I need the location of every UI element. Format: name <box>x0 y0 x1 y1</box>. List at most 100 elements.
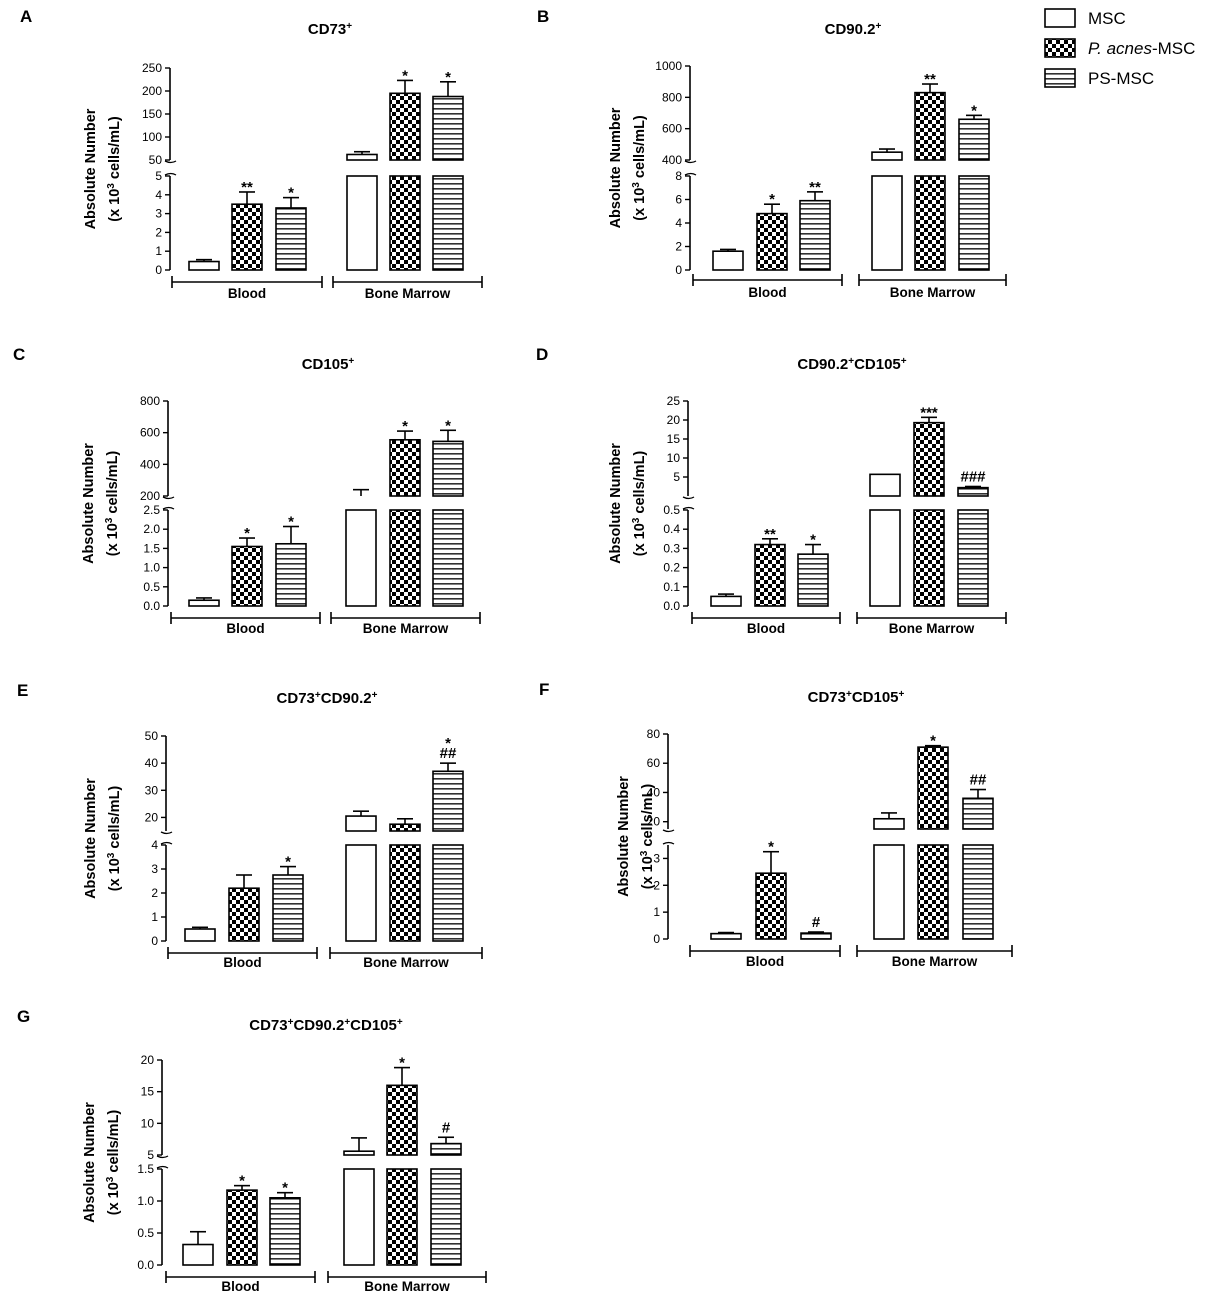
bar-lower-segment <box>346 175 378 271</box>
y-tick-label: 40 <box>647 785 661 799</box>
bar-lower-segment <box>389 509 421 607</box>
panel-title: CD73+CD105+ <box>808 689 905 707</box>
axis-break-mark <box>684 160 697 164</box>
y-tick-label: 20 <box>145 810 159 824</box>
panel-title: CD73+CD90.2+CD105+ <box>249 1017 403 1035</box>
y-tick-label: 80 <box>647 727 661 741</box>
y-tick-label: 5 <box>155 169 162 183</box>
bar <box>231 203 263 271</box>
significance-label: * <box>810 532 816 549</box>
panel-letter: B <box>537 7 549 26</box>
legend-label-ps: PS-MSC <box>1088 69 1154 88</box>
y-tick-label: 0.0 <box>663 599 680 613</box>
superscript: 3 <box>106 852 117 858</box>
text-part: (x 10 <box>106 1182 122 1215</box>
bar-lower-segment <box>432 844 464 942</box>
legend: MSC P. acnes-MSC PS-MSC <box>1044 8 1195 88</box>
text-part: CD90.2 <box>797 356 848 373</box>
y-tick-label: 15 <box>141 1085 155 1099</box>
panel-f: F CD73+CD105+Absolute Number (x 103 cells/… <box>539 680 1013 969</box>
y-tick-label: 10 <box>141 1116 155 1130</box>
bar <box>343 1150 375 1156</box>
bar <box>756 212 788 271</box>
significance-label: * <box>399 1055 405 1072</box>
y-tick-label: 200 <box>140 489 160 503</box>
y-tick-label: 1.0 <box>143 561 160 575</box>
legend-text-part: PS-MSC <box>1088 69 1154 88</box>
superscript: 3 <box>105 1176 116 1182</box>
group-label: Bone Marrow <box>890 285 976 300</box>
superscript: + <box>901 356 907 367</box>
group-label: Bone Marrow <box>363 621 449 636</box>
significance-label: * <box>402 67 408 84</box>
y-tick-label: 2.0 <box>143 522 160 536</box>
y-tick-label: 10 <box>667 451 681 465</box>
y-tick-label: 0.5 <box>137 1226 154 1240</box>
text-part: cells/mL) <box>106 1110 122 1177</box>
text-part: CD90.2 <box>321 690 372 707</box>
text-part: CD105 <box>854 356 901 373</box>
y-tick-label: 20 <box>141 1053 155 1067</box>
bar-lower-segment <box>389 175 421 271</box>
y-tick-label: 0.3 <box>663 541 680 555</box>
y-axis-label: Absolute Number <box>608 107 624 228</box>
legend-text-part: -MSC <box>1152 39 1195 58</box>
y-tick-label: 25 <box>667 394 681 408</box>
axis-break-mark <box>160 831 173 835</box>
text-part: (x 10 <box>107 858 123 891</box>
text-part: CD105 <box>350 1017 397 1034</box>
y-tick-label: 0.5 <box>143 580 160 594</box>
y-tick-label: 0.1 <box>663 580 680 594</box>
y-tick-label: 20 <box>647 815 661 829</box>
legend-swatch-ps <box>1044 68 1076 88</box>
text-part: (x 10 <box>105 523 121 556</box>
superscript: + <box>372 690 378 701</box>
group-label: Blood <box>746 954 784 969</box>
y-tick-label: 150 <box>142 107 162 121</box>
superscript: + <box>848 356 854 367</box>
significance-label: ## <box>970 772 987 789</box>
bar-lower-segment <box>432 509 464 607</box>
text-part: cells/mL) <box>105 451 121 518</box>
text-part: CD90.2 <box>825 21 876 38</box>
text-part: (x 10 <box>632 188 648 221</box>
y-tick-label: 5 <box>673 470 680 484</box>
y-tick-label: 30 <box>145 783 159 797</box>
significance-label: * <box>971 102 977 119</box>
text-part: CD73 <box>808 689 846 706</box>
text-part: (x 10 <box>107 189 123 222</box>
text-part: cells/mL) <box>632 115 648 182</box>
bar-lower-segment <box>873 844 905 940</box>
y-axis-label-units: (x 103 cells/mL) <box>631 451 649 557</box>
significance-label: ** <box>809 179 821 196</box>
y-tick-label: 200 <box>142 84 162 98</box>
y-tick-label: 0.2 <box>663 561 680 575</box>
y-tick-label: 2 <box>151 886 158 900</box>
group-label: Blood <box>223 955 261 970</box>
bar-lower-segment <box>430 1168 462 1266</box>
y-tick-label: 4 <box>155 188 162 202</box>
y-axis-label-units: (x 103 cells/mL) <box>106 786 124 892</box>
y-tick-label: 2 <box>653 878 660 892</box>
y-tick-label: 1.0 <box>137 1194 154 1208</box>
legend-text-part: MSC <box>1088 9 1126 28</box>
bar-lower-segment <box>914 175 946 271</box>
y-tick-label: 20 <box>667 413 681 427</box>
bar-lower-segment <box>917 844 949 940</box>
significance-label: * <box>288 514 294 531</box>
y-tick-label: 6 <box>675 193 682 207</box>
group-label: Bone Marrow <box>363 955 449 970</box>
y-tick-label: 400 <box>140 457 160 471</box>
y-tick-label: 800 <box>662 90 682 104</box>
axis-break-mark <box>162 496 175 500</box>
bar-lower-segment <box>913 509 945 607</box>
significance-label: * <box>769 191 775 208</box>
y-tick-label: 600 <box>140 426 160 440</box>
panel-title: CD105+ <box>302 356 355 374</box>
bar <box>226 1189 258 1266</box>
panel-g: G CD73+CD90.2+CD105+Absolute Number (x 103… <box>17 1007 487 1294</box>
bar-lower-segment <box>345 844 377 942</box>
significance-label: ** <box>241 179 253 196</box>
y-tick-label: 1 <box>155 244 162 258</box>
